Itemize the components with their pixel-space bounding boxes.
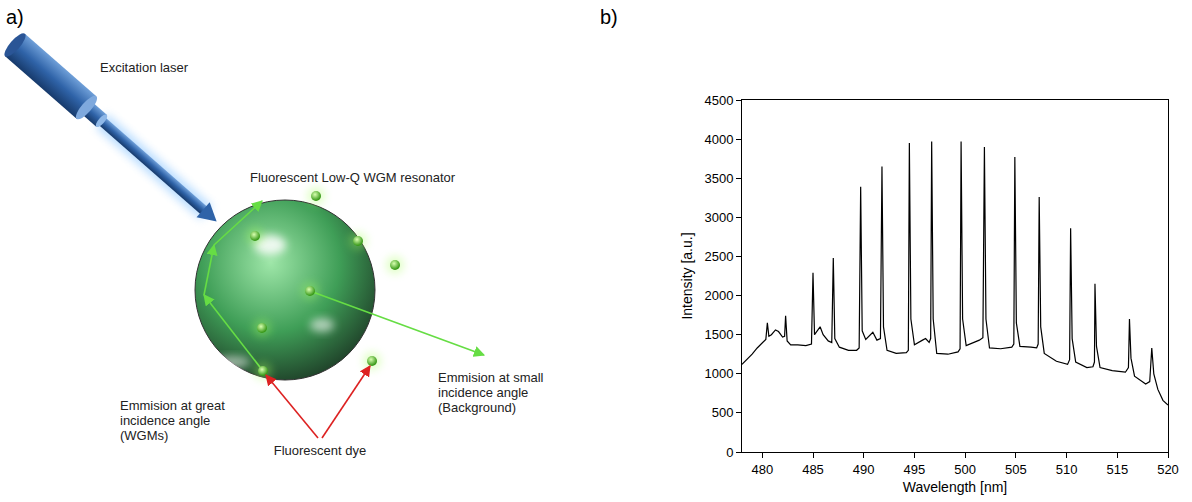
svg-text:520: 520 — [1157, 462, 1179, 477]
svg-text:4500: 4500 — [704, 93, 733, 108]
svg-text:505: 505 — [1005, 462, 1027, 477]
svg-text:490: 490 — [853, 462, 875, 477]
html-text:b): b) — [600, 6, 618, 28]
svg-text:Emmision at greatincidence ang: Emmision at greatincidence angle(WGMs) — [120, 398, 225, 443]
svg-text:510: 510 — [1056, 462, 1078, 477]
svg-text:485: 485 — [802, 462, 824, 477]
svg-text:Fluorescent Low-Q WGM resonato: Fluorescent Low-Q WGM resonator — [250, 170, 456, 185]
svg-text:Emmision at smallincidence ang: Emmision at smallincidence angle(Backgro… — [438, 370, 544, 415]
svg-text:500: 500 — [954, 462, 976, 477]
svg-text:4000: 4000 — [704, 132, 733, 147]
svg-text:Intensity [a.u.]: Intensity [a.u.] — [679, 232, 695, 319]
svg-text:1000: 1000 — [704, 366, 733, 381]
svg-text:500: 500 — [712, 405, 734, 420]
svg-text:3000: 3000 — [704, 210, 733, 225]
svg-text:515: 515 — [1106, 462, 1128, 477]
svg-text:3500: 3500 — [704, 171, 733, 186]
svg-text:2500: 2500 — [704, 249, 733, 264]
svg-text:480: 480 — [751, 462, 773, 477]
svg-text:Fluorescent dye: Fluorescent dye — [274, 443, 367, 458]
svg-text:1500: 1500 — [704, 327, 733, 342]
svg-text:495: 495 — [904, 462, 926, 477]
svg-text:Wavelength [nm]: Wavelength [nm] — [903, 479, 1008, 495]
html-text:a): a) — [6, 6, 24, 28]
svg-text:Excitation laser: Excitation laser — [100, 60, 189, 75]
svg-text:0: 0 — [726, 445, 733, 460]
svg-text:2000: 2000 — [704, 288, 733, 303]
